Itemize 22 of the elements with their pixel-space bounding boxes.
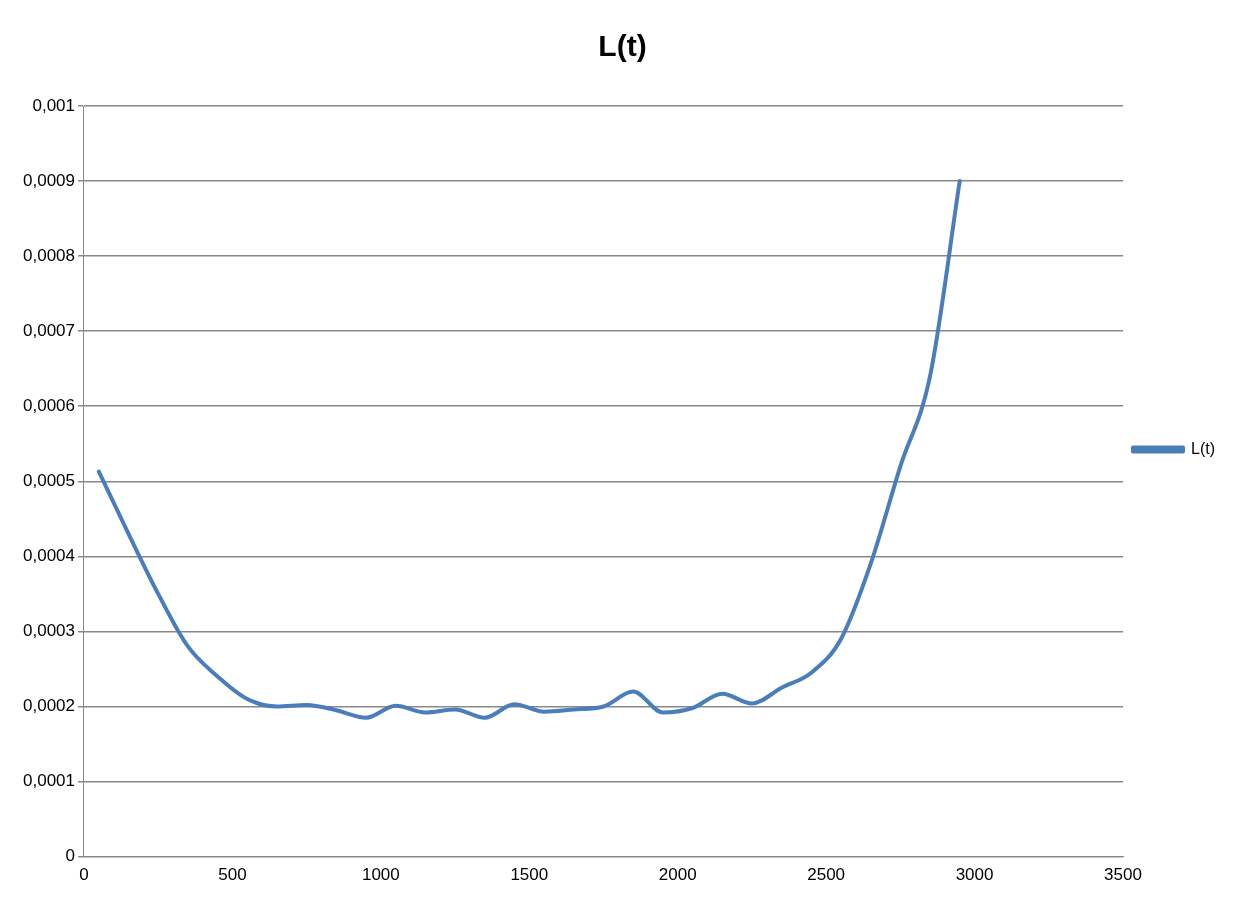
y-tick-label: 0,0002 bbox=[23, 696, 75, 716]
x-tick-label: 2500 bbox=[807, 865, 846, 885]
y-tick-label: 0,0008 bbox=[23, 245, 75, 265]
y-tick-label: 0,0003 bbox=[23, 621, 75, 641]
x-tick-label: 3000 bbox=[955, 865, 994, 885]
y-tick-label: 0,0001 bbox=[23, 771, 75, 791]
x-tick-label: 500 bbox=[218, 865, 247, 885]
y-tick-label: 0,001 bbox=[32, 95, 75, 115]
y-tick-label: 0 bbox=[65, 846, 75, 866]
y-tick-label: 0,0007 bbox=[23, 320, 75, 340]
x-tick-label: 3500 bbox=[1104, 865, 1142, 885]
y-tick-label: 0,0006 bbox=[23, 395, 75, 415]
legend-label: L(t) bbox=[1191, 439, 1215, 457]
chart-title: L(t) bbox=[598, 29, 647, 63]
x-tick-label: 2000 bbox=[658, 865, 697, 885]
y-tick-label: 0,0005 bbox=[23, 470, 75, 490]
y-tick-label: 0,0004 bbox=[23, 546, 75, 566]
line-series bbox=[96, 179, 962, 720]
x-tick-label: 0 bbox=[79, 865, 89, 885]
x-tick-label: 1000 bbox=[361, 865, 400, 885]
x-tick-label: 1500 bbox=[510, 865, 549, 885]
y-tick-label: 0,0009 bbox=[23, 170, 75, 190]
